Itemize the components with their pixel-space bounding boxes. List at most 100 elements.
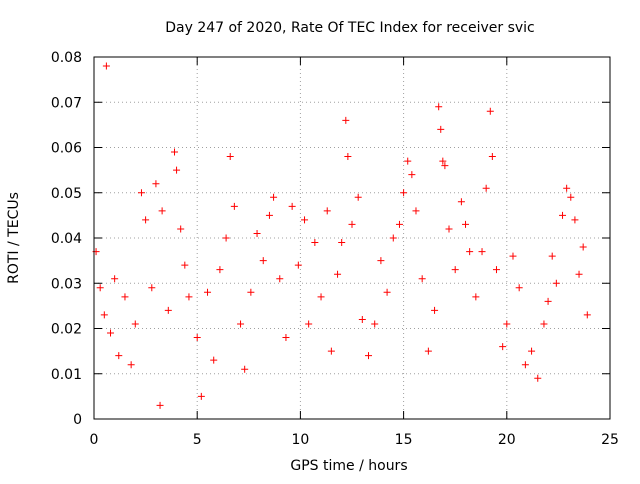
data-point [404, 157, 412, 165]
data-point [276, 275, 284, 283]
data-point [424, 347, 432, 355]
data-point [395, 220, 403, 228]
data-point [121, 293, 129, 301]
data-point [247, 288, 255, 296]
data-point [383, 288, 391, 296]
data-point [210, 356, 218, 364]
data-point [462, 220, 470, 228]
data-point [323, 207, 331, 215]
data-point [377, 257, 385, 265]
grid-lines [94, 57, 610, 419]
data-point [354, 193, 362, 201]
data-point [294, 261, 302, 269]
data-point [499, 343, 507, 351]
y-tick-label: 0.08 [51, 50, 82, 66]
x-tick-label: 10 [291, 432, 309, 448]
data-point [571, 216, 579, 224]
y-tick-label: 0.01 [51, 367, 82, 383]
data-point [451, 266, 459, 274]
data-point [435, 103, 443, 111]
y-tick-label: 0.06 [51, 141, 82, 157]
data-point [226, 153, 234, 161]
data-point [358, 315, 366, 323]
data-point [441, 162, 449, 170]
chart-title: Day 247 of 2020, Rate Of TEC Index for r… [165, 20, 535, 36]
data-point [177, 225, 185, 233]
data-point [173, 166, 181, 174]
data-point [230, 202, 238, 210]
data-point [327, 347, 335, 355]
data-point [282, 334, 290, 342]
x-tick-label: 20 [498, 432, 516, 448]
data-point [528, 347, 536, 355]
data-point [521, 361, 529, 369]
data-point [552, 279, 560, 287]
data-point [579, 243, 587, 251]
data-point [548, 252, 556, 260]
y-tick-label: 0.05 [51, 186, 82, 202]
x-tick-label: 15 [395, 432, 413, 448]
data-point [439, 157, 447, 165]
data-point [301, 216, 309, 224]
y-tick-label: 0.02 [51, 322, 82, 338]
y-tick-label: 0.03 [51, 276, 82, 292]
axis-ticks: 0 0.01 0.02 0.03 0.04 0.05 0.06 0.07 0.08 0 5 10 15 2… [51, 50, 619, 448]
y-axis-title: ROTI / TECUs [6, 192, 22, 284]
data-point [158, 207, 166, 215]
data-point [338, 239, 346, 247]
data-point [488, 153, 496, 161]
data-point [115, 352, 123, 360]
data-point [509, 252, 517, 260]
data-point [466, 248, 474, 256]
data-point [253, 229, 261, 237]
data-point [216, 266, 224, 274]
y-tick-label: 0.07 [51, 95, 82, 111]
data-point [148, 284, 156, 292]
data-point [544, 297, 552, 305]
data-point [472, 293, 480, 301]
data-point [305, 320, 313, 328]
data-point [100, 311, 108, 319]
data-point [197, 392, 205, 400]
data-point [540, 320, 548, 328]
data-point [412, 207, 420, 215]
data-point [431, 306, 439, 314]
data-point [127, 361, 135, 369]
data-point [389, 234, 397, 242]
data-point [418, 275, 426, 283]
data-point [265, 211, 273, 219]
data-point [457, 198, 465, 206]
data-point [486, 107, 494, 115]
x-tick-label: 5 [193, 432, 202, 448]
data-point [503, 320, 511, 328]
data-point [270, 193, 278, 201]
data-point [342, 116, 350, 124]
data-point [348, 220, 356, 228]
data-point [111, 275, 119, 283]
data-point [102, 62, 110, 70]
data-point [241, 365, 249, 373]
data-point [131, 320, 139, 328]
data-point [137, 189, 145, 197]
data-point [334, 270, 342, 278]
data-point [482, 184, 490, 192]
data-point [445, 225, 453, 233]
data-point [193, 334, 201, 342]
data-point [222, 234, 230, 242]
x-tick-label: 25 [601, 432, 619, 448]
data-point [408, 171, 416, 179]
data-point [185, 293, 193, 301]
data-point [559, 211, 567, 219]
x-tick-label: 0 [90, 432, 99, 448]
data-point [371, 320, 379, 328]
data-point [400, 189, 408, 197]
data-point [164, 306, 172, 314]
data-point [344, 153, 352, 161]
y-tick-label: 0.04 [51, 231, 82, 247]
data-point [156, 401, 164, 409]
data-point [170, 148, 178, 156]
data-point [583, 311, 591, 319]
data-point [534, 374, 542, 382]
data-point [492, 266, 500, 274]
